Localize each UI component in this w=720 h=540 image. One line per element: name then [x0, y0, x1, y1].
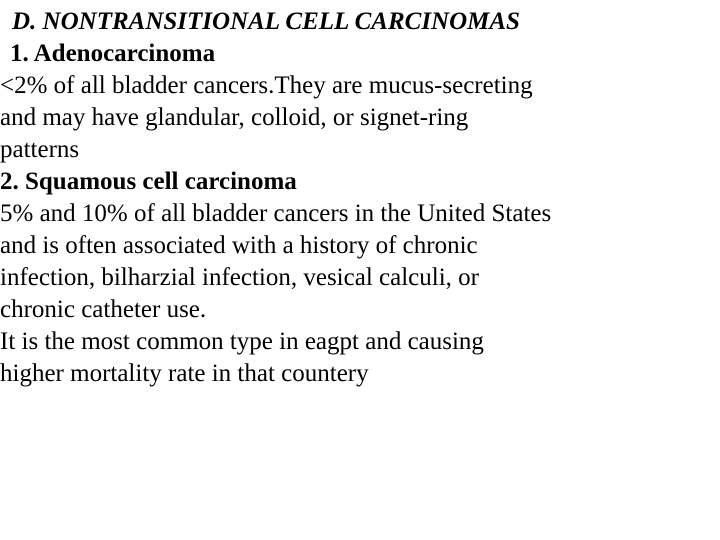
item-2-body-line-1: 5% and 10% of all bladder cancers in the…	[0, 198, 720, 230]
item-1-body-line-3: patterns	[0, 134, 720, 166]
section-heading: D. NONTRANSITIONAL CELL CARCINOMAS	[0, 6, 720, 38]
item-2-heading: 2. Squamous cell carcinoma	[0, 166, 720, 198]
item-2-body-line-3: infection, bilharzial infection, vesical…	[0, 262, 720, 294]
item-2-body-line-5: It is the most common type in eagpt and …	[0, 326, 720, 358]
item-2-body-line-4: chronic catheter use.	[0, 294, 720, 326]
item-1-heading: 1. Adenocarcinoma	[0, 38, 720, 70]
item-1-body-line-1: <2% of all bladder cancers.They are mucu…	[0, 70, 720, 102]
item-2-body-line-2: and is often associated with a history o…	[0, 230, 720, 262]
item-1-body-line-2: and may have glandular, colloid, or sign…	[0, 102, 720, 134]
document-page: D. NONTRANSITIONAL CELL CARCINOMAS 1. Ad…	[0, 0, 720, 390]
item-2-body-line-6: higher mortality rate in that countery	[0, 358, 720, 390]
